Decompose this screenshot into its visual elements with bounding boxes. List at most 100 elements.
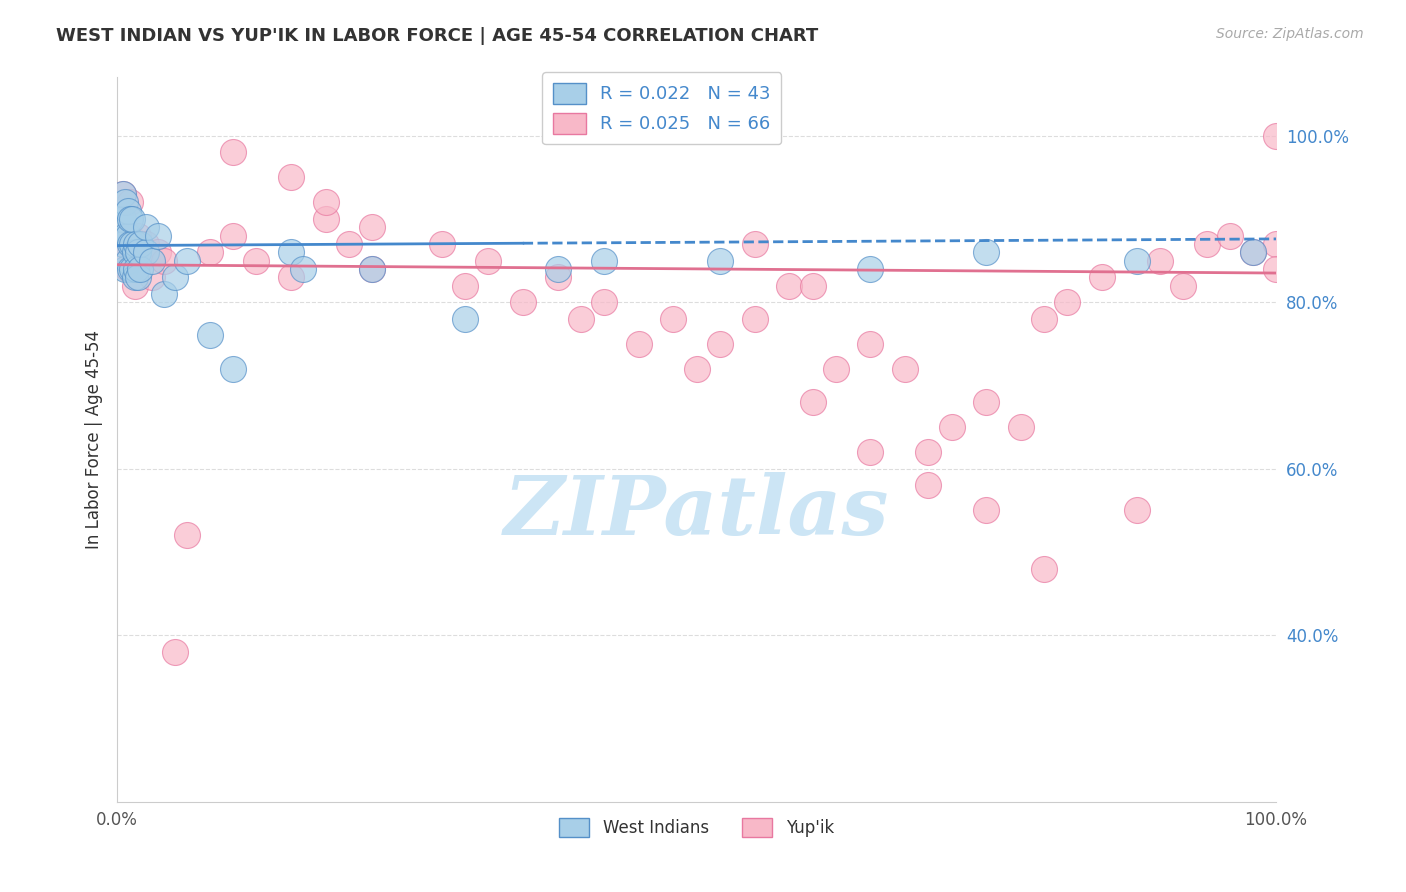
Point <box>1126 253 1149 268</box>
Point <box>1265 128 1288 143</box>
Point <box>778 278 800 293</box>
Point <box>222 361 245 376</box>
Point <box>280 170 302 185</box>
Point <box>627 336 650 351</box>
Point <box>280 270 302 285</box>
Point <box>198 328 221 343</box>
Point <box>141 270 163 285</box>
Point <box>744 236 766 251</box>
Point <box>1265 236 1288 251</box>
Point <box>124 278 146 293</box>
Point <box>118 211 141 226</box>
Point <box>593 253 616 268</box>
Point <box>1265 261 1288 276</box>
Point <box>593 295 616 310</box>
Point <box>121 211 143 226</box>
Point <box>361 261 384 276</box>
Point <box>111 211 134 226</box>
Point <box>129 261 152 276</box>
Point <box>569 311 592 326</box>
Legend: West Indians, Yup'ik: West Indians, Yup'ik <box>553 812 841 844</box>
Point <box>430 236 453 251</box>
Point <box>859 261 882 276</box>
Point <box>1126 503 1149 517</box>
Point <box>454 311 477 326</box>
Point <box>118 195 141 210</box>
Point <box>117 253 139 268</box>
Point <box>141 253 163 268</box>
Point <box>454 278 477 293</box>
Point <box>111 236 134 251</box>
Text: ZIPatlas: ZIPatlas <box>503 472 890 552</box>
Point <box>152 286 174 301</box>
Point <box>117 228 139 243</box>
Point <box>547 270 569 285</box>
Point <box>801 278 824 293</box>
Point <box>118 228 141 243</box>
Point <box>125 236 148 251</box>
Point <box>245 253 267 268</box>
Point <box>124 245 146 260</box>
Point <box>118 261 141 276</box>
Point <box>477 253 499 268</box>
Point <box>337 236 360 251</box>
Text: WEST INDIAN VS YUP'IK IN LABOR FORCE | AGE 45-54 CORRELATION CHART: WEST INDIAN VS YUP'IK IN LABOR FORCE | A… <box>56 27 818 45</box>
Point <box>165 645 187 659</box>
Point <box>124 270 146 285</box>
Point <box>709 253 731 268</box>
Point <box>824 361 846 376</box>
Point <box>152 253 174 268</box>
Point <box>801 395 824 409</box>
Point <box>111 236 134 251</box>
Point <box>117 261 139 276</box>
Point <box>135 236 157 251</box>
Point <box>859 336 882 351</box>
Point <box>859 445 882 459</box>
Point <box>114 195 136 210</box>
Point <box>127 245 149 260</box>
Point <box>125 261 148 276</box>
Point <box>1010 420 1032 434</box>
Point <box>222 228 245 243</box>
Point <box>662 311 685 326</box>
Point <box>315 195 337 210</box>
Point <box>547 261 569 276</box>
Point <box>176 253 198 268</box>
Point <box>117 203 139 218</box>
Point <box>114 245 136 260</box>
Point <box>146 228 169 243</box>
Point <box>280 245 302 260</box>
Point <box>894 361 917 376</box>
Point <box>1219 228 1241 243</box>
Point <box>1173 278 1195 293</box>
Point <box>1241 245 1264 260</box>
Point <box>917 478 939 492</box>
Point <box>685 361 707 376</box>
Point <box>111 186 134 201</box>
Point <box>165 270 187 285</box>
Point <box>118 236 141 251</box>
Point <box>361 261 384 276</box>
Point <box>291 261 314 276</box>
Point <box>111 186 134 201</box>
Point <box>1033 311 1056 326</box>
Point <box>127 228 149 243</box>
Point <box>129 236 152 251</box>
Point <box>121 261 143 276</box>
Point <box>176 528 198 542</box>
Point <box>744 311 766 326</box>
Point <box>1033 561 1056 575</box>
Point <box>135 220 157 235</box>
Point <box>135 245 157 260</box>
Point <box>1195 236 1218 251</box>
Point <box>976 395 998 409</box>
Point <box>361 220 384 235</box>
Point <box>1091 270 1114 285</box>
Point <box>1056 295 1078 310</box>
Point <box>114 228 136 243</box>
Point <box>127 270 149 285</box>
Point <box>1149 253 1171 268</box>
Point <box>198 245 221 260</box>
Point <box>917 445 939 459</box>
Point <box>129 253 152 268</box>
